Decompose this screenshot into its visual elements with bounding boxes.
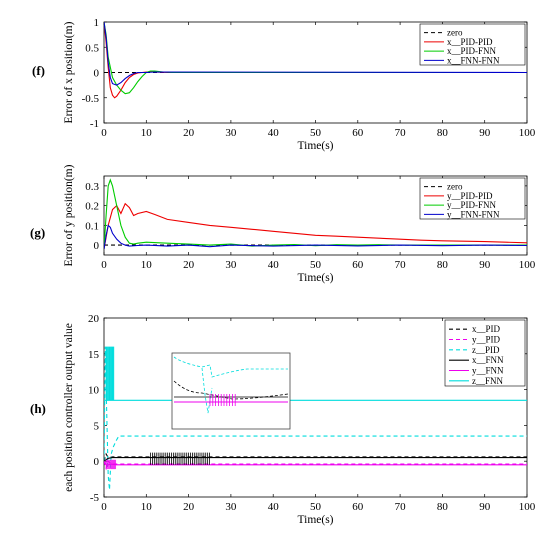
x-tick-label: 90 [479,127,491,139]
legend-label: x__PID-FNN [447,46,497,56]
y-axis-label: Error of y position(m) [63,164,75,266]
y-tick-label: 1 [94,17,100,29]
panel-label: (h) [30,401,46,416]
y-tick-label: -1 [90,118,99,130]
x-axis-label: Time(s) [298,272,334,284]
x-tick-label: 0 [101,259,107,271]
x-tick-label: 70 [395,501,407,513]
x-tick-label: 20 [183,127,195,139]
x-tick-label: 40 [268,259,280,271]
panel-label: (f) [32,63,45,78]
y-tick-label: 0 [94,456,100,468]
y-tick-label: -5 [90,492,100,504]
x-tick-label: 20 [183,501,195,513]
y-tick-label: 15 [88,349,100,361]
y-tick-label: 0 [94,240,100,252]
legend-box [444,319,526,387]
x-tick-label: 70 [395,259,407,271]
x-tick-label: 90 [479,259,491,271]
legend-label: y__PID-PID [447,191,493,201]
series-line-x__PID-FNN [104,22,527,95]
legend-label: y__FNN [472,366,504,376]
series-line-y__PID-FNN [104,178,527,250]
x-tick-label: 50 [310,259,322,271]
x-tick-label: 40 [268,127,280,139]
x-tick-label: 40 [268,501,280,513]
series-line-x__FNN-FNN [104,22,527,86]
legend-box [419,23,526,66]
series-line-y__FNN-FNN [104,224,527,250]
inset-frame [171,352,291,430]
x-tick-label: 60 [352,259,364,271]
x-tick-label: 0 [101,127,107,139]
x-tick-label: 60 [352,127,364,139]
y-axis-label: Error of x position(m) [63,21,75,123]
series-line-y__PID-PID [104,202,527,250]
y-tick-label: 0.5 [85,42,99,54]
y-tick-label: 0.2 [85,201,99,213]
x-axis-label: Time(s) [298,140,334,152]
legend-label: z__PID [472,345,500,355]
legend-label: zero [447,28,463,38]
x-tick-label: 60 [352,501,364,513]
y-axis-label: each position controller output value [63,323,75,492]
y-tick-label: 20 [88,313,100,325]
legend-box [419,177,526,220]
inset-zoom [171,352,291,430]
y-tick-label: 0 [94,68,100,80]
y-tick-label: 10 [88,385,100,397]
plot-panel-1: (f) 0 10 20 30 40 50 60 70 80 90 100 -1 -0.5 0 0.5 1 Time… [32,17,536,152]
panel-label: (g) [30,225,45,240]
plot-panel-2: (g) 0 10 20 30 40 50 60 70 80 90 100 0 0.1 0.2 0.3 Time(… [30,164,536,284]
y-tick-label: 0.1 [85,220,99,232]
x-tick-label: 100 [519,259,536,271]
series-group [104,178,527,250]
x-tick-label: 30 [225,127,237,139]
series-line-x__FNN [104,457,527,462]
legend-label: x__FNN [472,355,504,365]
legend-label: x__PID [472,324,501,334]
y-tick-label: -0.5 [82,93,100,105]
x-tick-label: 100 [519,127,536,139]
x-tick-label: 80 [437,127,449,139]
x-tick-label: 30 [225,501,237,513]
y-tick-label: 5 [94,420,100,432]
x-tick-label: 20 [183,259,195,271]
legend-label: y__FNN-FNN [447,209,500,219]
x-tick-label: 50 [310,127,322,139]
y-tick-label: 0.3 [85,181,99,193]
x-tick-label: 10 [141,127,153,139]
legend-label: z__FNN [472,376,503,386]
x-tick-label: 10 [141,501,153,513]
legend-label: y__PID [472,335,501,345]
x-tick-label: 90 [479,501,491,513]
x-tick-label: 0 [101,501,107,513]
legend-label: y__PID-FNN [447,200,497,210]
x-tick-label: 80 [437,501,449,513]
series-group [104,22,527,99]
plot-panel-3: (h)0 10 20 30 40 50 60 70 80 90 100-505101520Time(… [30,313,536,526]
x-tick-label: 10 [141,259,153,271]
series-group [104,346,527,490]
x-tick-label: 50 [310,501,322,513]
legend-label: x__FNN-FNN [447,55,500,65]
x-tick-label: 100 [519,501,536,513]
inset-z-pid-dip [201,367,213,414]
legend-label: zero [447,182,463,192]
x-tick-label: 30 [225,259,237,271]
legend-label: x__PID-PID [447,37,493,47]
x-axis-label: Time(s) [298,514,334,526]
series-line-x__PID [104,452,527,462]
x-tick-label: 80 [437,259,449,271]
x-tick-label: 70 [395,127,407,139]
